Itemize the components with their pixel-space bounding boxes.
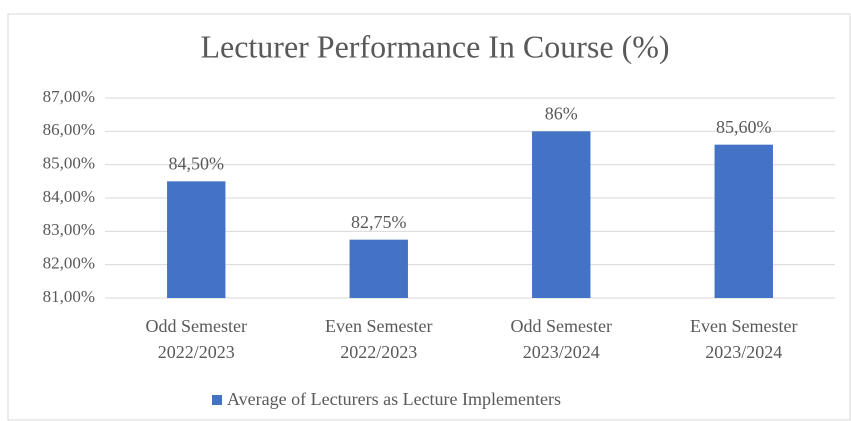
value-label: 86% bbox=[545, 103, 578, 123]
x-tick-label: 2023/2024 bbox=[705, 342, 782, 362]
y-tick-label: 84,00% bbox=[43, 187, 95, 206]
x-tick-label: 2022/2023 bbox=[158, 342, 235, 362]
value-label: 84,50% bbox=[169, 153, 225, 173]
x-tick-label: 2022/2023 bbox=[340, 342, 417, 362]
chart-border bbox=[7, 13, 851, 421]
y-tick-label: 85,00% bbox=[43, 154, 95, 173]
y-tick-label: 86,00% bbox=[43, 120, 95, 139]
bar bbox=[714, 144, 773, 298]
y-tick-label: 81,00% bbox=[43, 287, 95, 306]
legend-swatch bbox=[212, 395, 222, 405]
bar bbox=[349, 239, 408, 298]
x-tick-label: Odd Semester bbox=[511, 316, 612, 336]
legend-label: Average of Lecturers as Lecture Implemen… bbox=[227, 389, 561, 409]
y-tick-label: 82,00% bbox=[43, 254, 95, 273]
x-tick-label: Even Semester bbox=[690, 316, 797, 336]
bar bbox=[167, 181, 226, 298]
y-tick-label: 83,00% bbox=[43, 220, 95, 239]
x-tick-label: Even Semester bbox=[325, 316, 432, 336]
y-tick-label: 87,00% bbox=[43, 87, 95, 106]
value-label: 82,75% bbox=[351, 212, 407, 232]
x-tick-label: Odd Semester bbox=[146, 316, 247, 336]
x-tick-label: 2023/2024 bbox=[523, 342, 600, 362]
chart-title: Lecturer Performance In Course (%) bbox=[200, 28, 669, 64]
value-label: 85,60% bbox=[716, 117, 772, 137]
bar bbox=[532, 131, 591, 298]
